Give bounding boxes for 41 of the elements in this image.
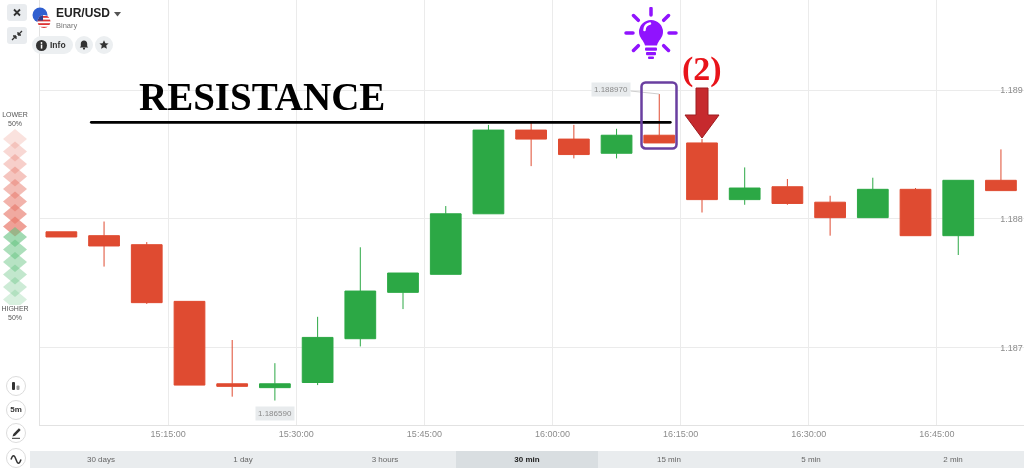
x-tick-label: 15:30:00: [278, 428, 314, 439]
y-tick-label: 1.188: [1000, 214, 1023, 225]
candlestick: [686, 138, 718, 213]
candlestick: [558, 124, 590, 159]
candlestick: [301, 316, 334, 386]
candlestick: [643, 93, 676, 144]
candlestick: [600, 128, 633, 159]
series-label: RESISTANCE: [139, 75, 386, 118]
x-tick-label: 16:30:00: [791, 428, 827, 439]
candlestick: [173, 300, 206, 386]
tab-bar: 30 days 1 day 3 hours 30 min 15 min 5 min 2 min: [30, 451, 1024, 468]
y-tick-label: 1.187: [1000, 342, 1023, 353]
x-tick-label: 16:15:00: [663, 428, 699, 439]
candlestick: [45, 231, 78, 238]
candlestick: [985, 148, 1017, 192]
candlestick: [216, 339, 249, 398]
candlestick: [472, 124, 505, 215]
y-tick-label: 1.189: [1000, 85, 1023, 96]
candlestick: [259, 362, 291, 402]
annotation: 1.188970: [594, 85, 628, 94]
candlestick: [728, 166, 761, 206]
candlestick: [130, 241, 163, 305]
annotation: (2): [682, 50, 722, 88]
candlestick: [856, 177, 889, 219]
round-button: 5m: [6, 400, 26, 420]
x-tick-label: 15:45:00: [406, 428, 442, 439]
x-tick-label: 16:45:00: [919, 428, 955, 439]
candlestick: [429, 205, 462, 275]
x-tick-label: 15:15:00: [150, 428, 186, 439]
annotation: 1.186590: [258, 409, 292, 418]
candlestick: [942, 179, 975, 256]
candlestick: [771, 178, 804, 206]
candlestick: [88, 221, 120, 268]
text: EUR/USD: [56, 6, 111, 20]
x-tick-label: 16:00:00: [534, 428, 571, 439]
candlestick: [387, 272, 419, 310]
candlestick: [344, 246, 377, 347]
pill-button: Info: [32, 36, 73, 54]
annotation: Info: [50, 40, 66, 50]
candlestick: [899, 187, 932, 237]
candlestick: [814, 195, 846, 237]
